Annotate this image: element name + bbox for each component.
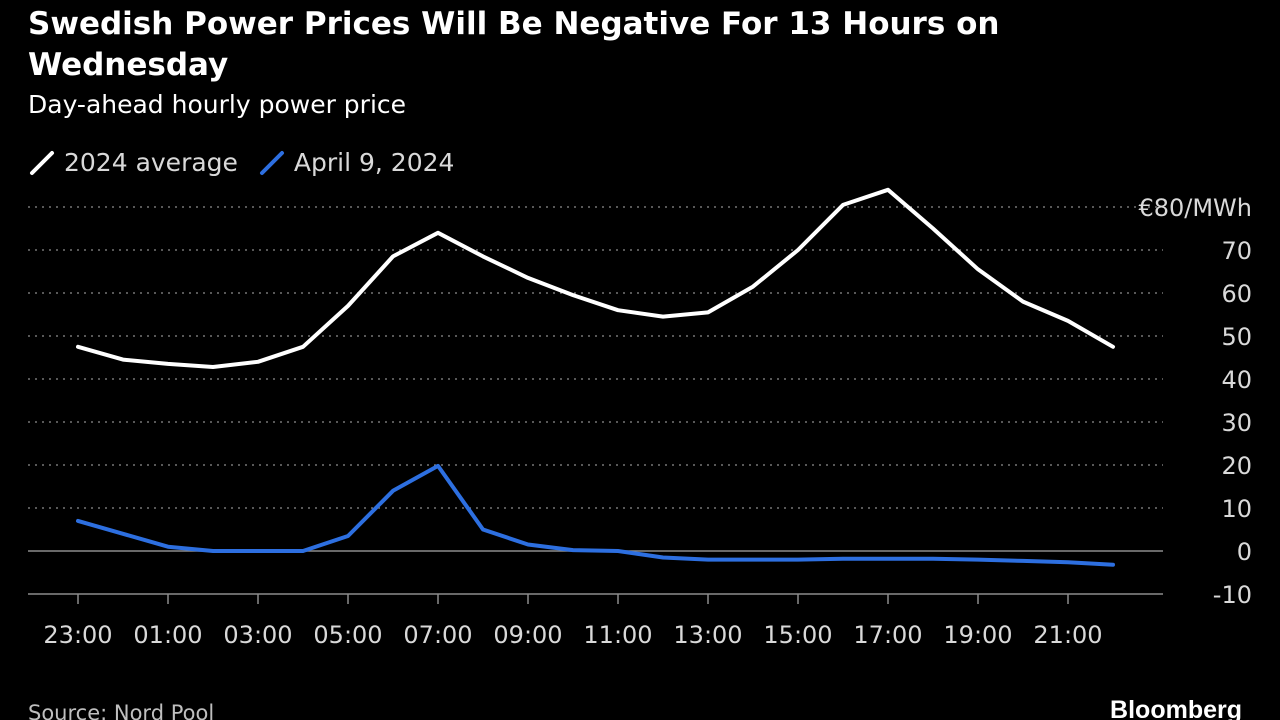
y-tick-label: 20 xyxy=(1221,452,1252,480)
legend: 2024 average April 9, 2024 xyxy=(28,145,474,179)
y-tick-label: 70 xyxy=(1221,237,1252,265)
x-tick-label: 11:00 xyxy=(583,621,652,649)
y-tick-label: 30 xyxy=(1221,409,1252,437)
legend-swatch-april xyxy=(259,151,284,175)
legend-swatch-average xyxy=(30,151,54,175)
y-tick-label: 10 xyxy=(1221,495,1252,523)
x-tick-label: 21:00 xyxy=(1033,621,1102,649)
x-tick-label: 13:00 xyxy=(673,621,742,649)
legend-item-april: April 9, 2024 xyxy=(258,147,455,177)
x-tick-label: 23:00 xyxy=(43,621,112,649)
x-tick-label: 01:00 xyxy=(133,621,202,649)
x-tick-label: 19:00 xyxy=(943,621,1012,649)
brand-logo: Bloomberg xyxy=(1110,696,1242,720)
x-tick-label: 09:00 xyxy=(493,621,562,649)
x-tick-label: 03:00 xyxy=(223,621,292,649)
y-tick-label: 40 xyxy=(1221,366,1252,394)
x-tick-label: 17:00 xyxy=(853,621,922,649)
series-line xyxy=(76,187,1115,369)
x-tick-label: 15:00 xyxy=(763,621,832,649)
x-tick-label: 05:00 xyxy=(313,621,382,649)
chart-subtitle: Day-ahead hourly power price xyxy=(28,90,407,119)
y-tick-label: €80/MWh xyxy=(1138,194,1252,222)
legend-item-average: 2024 average xyxy=(28,147,238,177)
y-tick-label: -10 xyxy=(1213,581,1252,609)
series-lines xyxy=(76,187,1115,567)
axes: €80/MWh 70 60 50 40 30 20 10 0 -10 23:00 01:00 03:00… xyxy=(43,194,1252,649)
legend-label-average: 2024 average xyxy=(64,147,238,177)
gridlines xyxy=(28,206,1163,595)
series-line xyxy=(76,463,1115,567)
legend-label-april: April 9, 2024 xyxy=(293,147,455,177)
source-note: Source: Nord Pool xyxy=(28,701,215,720)
y-tick-label: 60 xyxy=(1221,280,1252,308)
y-tick-label: 50 xyxy=(1221,323,1252,351)
y-tick-label: 0 xyxy=(1237,538,1252,566)
x-tick-label: 07:00 xyxy=(403,621,472,649)
chart-title: Swedish Power Prices Will Be Negative Fo… xyxy=(28,6,1000,83)
